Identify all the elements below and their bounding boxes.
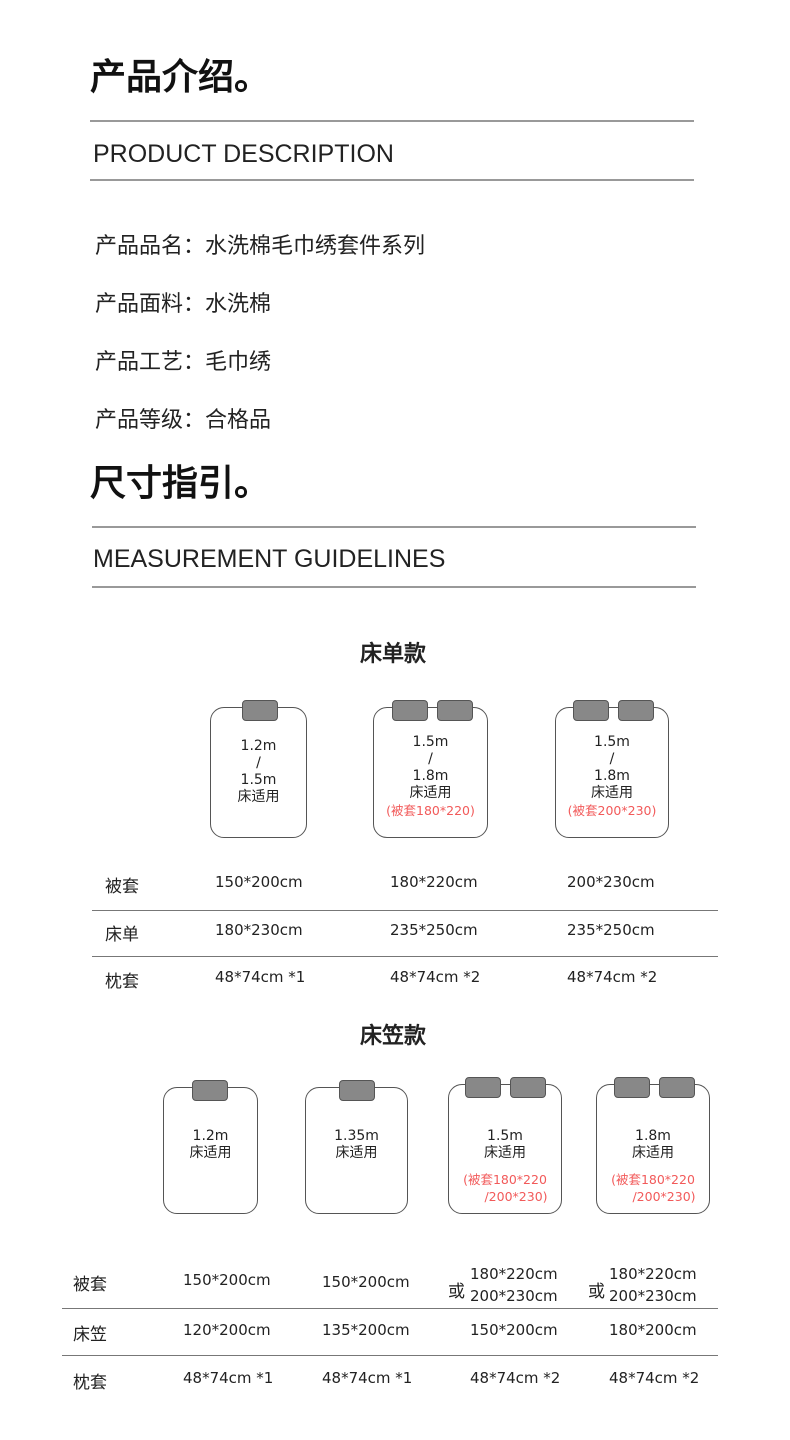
table-cell: 48*74cm *1	[322, 1369, 413, 1387]
table-cell: 48*74cm *2	[470, 1369, 561, 1387]
table-cell: 180*220cm	[390, 873, 478, 891]
table-cell: 200*230cm	[470, 1287, 558, 1305]
row-label: 枕套	[73, 1373, 107, 1393]
sheet-title: 床单款	[360, 642, 427, 667]
table-cell: 180*220cm	[470, 1265, 558, 1283]
bed-diagram: 1.5m/1.8m 床适用 (被套180*220)	[373, 707, 488, 838]
bed-diagram: 1.5m/1.8m 床适用 (被套200*230)	[555, 707, 669, 838]
pillow-icon	[618, 700, 654, 721]
row-label: 被套	[105, 877, 139, 897]
table-cell: 48*74cm *1	[183, 1369, 274, 1387]
intro-subtitle: PRODUCT DESCRIPTION	[93, 140, 394, 168]
row-label: 枕套	[105, 972, 139, 992]
table-cell: 150*200cm	[183, 1271, 271, 1289]
pillow-icon	[659, 1077, 695, 1098]
table-cell: 48*74cm *2	[609, 1369, 700, 1387]
info-row-name: 产品品名：水洗棉毛巾绣套件系列	[95, 234, 426, 259]
row-label: 床笠	[73, 1325, 107, 1345]
table-cell: 150*200cm	[470, 1321, 558, 1339]
table-cell: 200*230cm	[609, 1287, 697, 1305]
bed-label: 1.2m 床适用	[189, 1128, 232, 1161]
pillow-icon	[392, 700, 428, 721]
table-cell: 135*200cm	[322, 1321, 410, 1339]
table-cell: 180*200cm	[609, 1321, 697, 1339]
or-label: 或	[448, 1282, 465, 1302]
bed-label: 1.35m 床适用	[334, 1128, 379, 1161]
bed-label: 1.5m/1.8m 床适用 (被套180*220)	[386, 734, 475, 818]
intro-title: 产品介绍。	[90, 57, 271, 98]
table-cell: 200*230cm	[567, 873, 655, 891]
pillow-icon	[437, 700, 473, 721]
divider	[92, 910, 718, 911]
size-title: 尺寸指引。	[90, 463, 271, 504]
divider	[62, 1355, 718, 1356]
pillow-icon	[465, 1077, 501, 1098]
table-cell: 48*74cm *2	[390, 968, 481, 986]
info-row-craft: 产品工艺：毛巾绣	[95, 350, 272, 375]
table-cell: 235*250cm	[390, 921, 478, 939]
table-cell: 150*200cm	[215, 873, 303, 891]
pillow-icon	[242, 700, 278, 721]
divider	[90, 120, 694, 122]
row-label: 床单	[105, 925, 139, 945]
bed-label: 1.5m 床适用 (被套180*220/200*230)	[463, 1128, 548, 1204]
divider	[92, 956, 718, 957]
bed-label: 1.2m/1.5m 床适用	[237, 738, 280, 805]
bed-diagram: 1.2m/1.5m 床适用	[210, 707, 307, 838]
info-row-fabric: 产品面料：水洗棉	[95, 292, 272, 317]
bed-diagram: 1.35m 床适用	[305, 1087, 408, 1214]
pillow-icon	[192, 1080, 228, 1101]
bed-label: 1.5m/1.8m 床适用 (被套200*230)	[567, 734, 657, 818]
table-cell: 180*230cm	[215, 921, 303, 939]
divider	[90, 179, 694, 181]
divider	[92, 586, 696, 588]
pillow-icon	[614, 1077, 650, 1098]
table-cell: 120*200cm	[183, 1321, 271, 1339]
table-cell: 48*74cm *2	[567, 968, 658, 986]
pillow-icon	[339, 1080, 375, 1101]
bed-diagram: 1.8m 床适用 (被套180*220/200*230)	[596, 1084, 710, 1214]
or-label: 或	[588, 1282, 605, 1302]
bed-diagram: 1.5m 床适用 (被套180*220/200*230)	[448, 1084, 562, 1214]
info-row-grade: 产品等级：合格品	[95, 408, 272, 433]
table-cell: 235*250cm	[567, 921, 655, 939]
bed-label: 1.8m 床适用 (被套180*220/200*230)	[611, 1128, 696, 1204]
pillow-icon	[573, 700, 609, 721]
fitted-title: 床笠款	[360, 1024, 427, 1049]
divider	[62, 1308, 718, 1309]
table-cell: 48*74cm *1	[215, 968, 306, 986]
size-subtitle: MEASUREMENT GUIDELINES	[93, 545, 446, 573]
table-cell: 180*220cm	[609, 1265, 697, 1283]
row-label: 被套	[73, 1275, 107, 1295]
table-cell: 150*200cm	[322, 1273, 410, 1291]
bed-diagram: 1.2m 床适用	[163, 1087, 258, 1214]
pillow-icon	[510, 1077, 546, 1098]
divider	[92, 526, 696, 528]
